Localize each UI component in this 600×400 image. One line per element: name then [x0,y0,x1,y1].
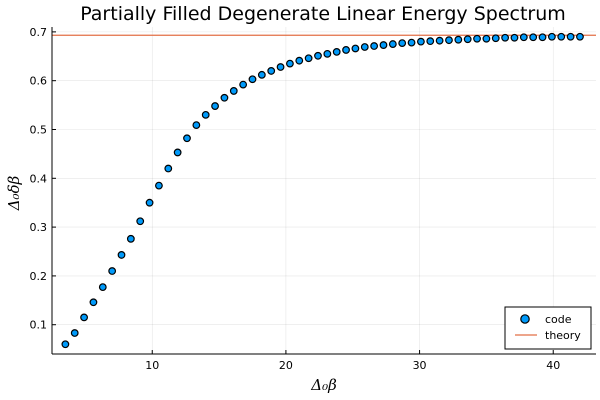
data-point [304,54,313,63]
data-point [155,181,163,190]
data-point [407,38,416,47]
data-point [117,251,126,259]
data-point [388,40,397,48]
data-point [80,313,88,322]
data-point [286,59,294,68]
data-point [192,121,201,129]
data-point [426,37,435,46]
legend-marker-code [520,314,530,324]
data-point [323,49,332,58]
data-point [547,32,556,41]
axes [51,27,596,355]
data-point [220,93,229,102]
data-point [454,35,463,44]
data-point [98,283,107,292]
data-point [566,32,575,41]
data-point [239,80,248,89]
y-tick-label: 0.6 [30,75,48,88]
data-point [108,267,117,275]
data-point [398,39,407,48]
data-point [61,340,70,349]
x-tick-label: 10 [145,359,159,372]
data-point [126,234,135,243]
data-point [576,32,584,41]
legend-box [504,306,592,350]
data-point [463,35,472,44]
data-point [295,56,304,65]
data-point [510,33,519,42]
data-point [314,51,322,60]
data-point [491,34,500,43]
legend-label-theory: theory [545,329,581,342]
data-point [248,75,257,84]
legend: code theory [504,306,592,350]
data-point [445,36,453,45]
data-point [229,87,238,95]
data-point [370,42,379,50]
data-point [136,217,145,226]
data-point [164,164,173,173]
y-tick-label: 0.3 [30,221,48,234]
data-point [145,198,154,207]
y-tick-label: 0.2 [30,270,48,283]
data-point [183,134,191,143]
data-point [351,44,360,53]
data-point [257,70,266,79]
data-point [342,46,350,54]
y-tick-label: 0.1 [30,319,48,332]
tick-labels: 10 20 30 40 0.1 0.2 0.3 0.4 0.5 0.6 0.7 [30,26,561,372]
data-point [332,47,341,56]
x-tick-label: 20 [279,359,293,372]
data-point [267,67,276,75]
data-point [538,33,547,42]
data-point [211,102,219,110]
data-point [70,329,79,337]
x-tick-label: 40 [546,359,560,372]
data-point [557,32,566,41]
legend-label-code: code [545,313,572,326]
grid-lines [52,27,596,354]
data-point [473,34,481,43]
data-point [519,33,528,42]
data-point [89,298,98,307]
y-axis-label: Δ₀δβ [5,175,23,211]
x-axis-label: Δ₀β [310,376,337,394]
y-tick-label: 0.4 [30,172,48,185]
data-point [482,34,491,43]
chart-title: Partially Filled Degenerate Linear Energ… [80,3,566,25]
x-tick-label: 30 [413,359,427,372]
data-point [435,36,444,45]
data-point [173,148,182,157]
data-point [276,63,285,71]
y-tick-label: 0.5 [30,123,48,136]
data-point [529,33,538,42]
data-point [379,41,388,49]
y-tick-label: 0.7 [30,26,48,39]
code-series [61,32,584,349]
data-point [360,43,369,51]
data-point [501,33,510,42]
data-point [201,110,210,119]
data-point [417,37,425,46]
